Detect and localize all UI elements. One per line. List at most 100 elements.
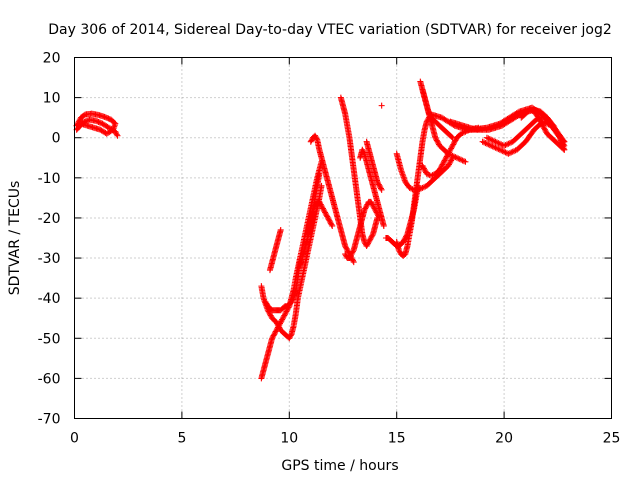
data-point bbox=[280, 313, 287, 320]
data-point bbox=[272, 328, 279, 335]
data-point bbox=[482, 140, 489, 147]
data-point bbox=[327, 218, 334, 225]
data-point bbox=[323, 212, 330, 219]
data-point bbox=[403, 232, 410, 239]
data-point bbox=[329, 222, 336, 229]
x-axis-label: GPS time / hours bbox=[281, 458, 398, 474]
data-point bbox=[313, 135, 320, 142]
data-point bbox=[81, 118, 88, 125]
data-point bbox=[82, 118, 89, 125]
data-point bbox=[488, 136, 495, 143]
data-point bbox=[493, 139, 500, 146]
data-point bbox=[113, 131, 120, 138]
x-tick-label: 15 bbox=[388, 431, 406, 447]
x-tick-labels: 0 5 10 15 20 25 bbox=[70, 431, 620, 447]
data-point bbox=[287, 333, 294, 340]
data-point bbox=[346, 255, 353, 262]
data-point bbox=[491, 138, 498, 145]
data-point bbox=[443, 153, 450, 160]
data-point bbox=[364, 241, 371, 248]
x-tick-label: 0 bbox=[70, 431, 79, 447]
data-point bbox=[317, 201, 324, 208]
data-point bbox=[449, 142, 456, 149]
data-point bbox=[447, 146, 454, 153]
data-point bbox=[312, 132, 319, 139]
data-point bbox=[495, 146, 502, 153]
data-point bbox=[363, 202, 370, 209]
data-point bbox=[450, 140, 457, 147]
data-point bbox=[92, 117, 99, 124]
data-point bbox=[377, 185, 384, 192]
data-point bbox=[542, 128, 549, 135]
y-tick-labels: 20 10 0 -10 -20 -30 -40 -50 -60 -70 bbox=[38, 51, 61, 428]
data-point bbox=[396, 248, 403, 255]
data-point bbox=[452, 137, 459, 144]
data-point bbox=[492, 144, 499, 151]
data-point bbox=[322, 209, 329, 216]
data-point bbox=[378, 186, 385, 193]
data-point bbox=[112, 128, 119, 135]
data-point bbox=[312, 202, 319, 209]
data-point bbox=[342, 243, 349, 250]
y-tick-label: 0 bbox=[52, 131, 61, 147]
data-point bbox=[418, 185, 425, 192]
data-point bbox=[458, 130, 465, 137]
data-point bbox=[496, 146, 503, 153]
data-point bbox=[94, 118, 101, 125]
data-point bbox=[266, 311, 273, 318]
x-tick-label: 25 bbox=[603, 431, 621, 447]
data-point bbox=[429, 172, 436, 179]
data-point bbox=[266, 309, 273, 316]
data-point bbox=[365, 240, 372, 247]
data-point bbox=[449, 152, 456, 159]
y-tick-label: 10 bbox=[43, 91, 61, 107]
data-point bbox=[276, 324, 283, 331]
data-point bbox=[282, 309, 289, 316]
data-point bbox=[400, 237, 407, 244]
data-point bbox=[318, 202, 325, 209]
data-point bbox=[370, 202, 377, 209]
data-point bbox=[436, 166, 443, 173]
data-point bbox=[541, 126, 548, 133]
data-point bbox=[493, 145, 500, 152]
data-point bbox=[560, 145, 567, 152]
data-point bbox=[419, 184, 426, 191]
data-point bbox=[486, 142, 493, 149]
plot-frame bbox=[74, 57, 612, 419]
data-point bbox=[501, 148, 508, 155]
data-point bbox=[462, 158, 469, 165]
data-point bbox=[342, 244, 349, 251]
data-point bbox=[345, 248, 352, 255]
data-point bbox=[539, 121, 546, 128]
data-point bbox=[368, 233, 375, 240]
data-point bbox=[366, 237, 373, 244]
data-point bbox=[455, 155, 462, 162]
data-point bbox=[496, 140, 503, 147]
data-point bbox=[278, 317, 285, 324]
data-point bbox=[361, 206, 368, 213]
y-tick-label: -30 bbox=[38, 251, 61, 267]
data-point bbox=[425, 171, 432, 178]
data-point bbox=[327, 220, 334, 227]
data-point bbox=[434, 138, 441, 145]
data-point bbox=[561, 146, 568, 153]
data-point bbox=[489, 143, 496, 150]
y-tick-label: -40 bbox=[38, 291, 61, 307]
data-point bbox=[348, 251, 355, 258]
data-point bbox=[506, 140, 513, 147]
data-point bbox=[343, 245, 350, 252]
data-point bbox=[428, 172, 435, 179]
data-point bbox=[289, 296, 296, 303]
data-point bbox=[481, 139, 488, 146]
data-point bbox=[362, 205, 369, 212]
data-point bbox=[443, 154, 450, 161]
data-point bbox=[375, 180, 382, 187]
data-point bbox=[450, 141, 457, 148]
data-point bbox=[326, 217, 333, 224]
y-tick-label: -10 bbox=[38, 171, 61, 187]
data-point bbox=[444, 152, 451, 159]
data-point bbox=[269, 333, 276, 340]
data-point bbox=[281, 312, 288, 319]
data-point bbox=[445, 161, 452, 168]
